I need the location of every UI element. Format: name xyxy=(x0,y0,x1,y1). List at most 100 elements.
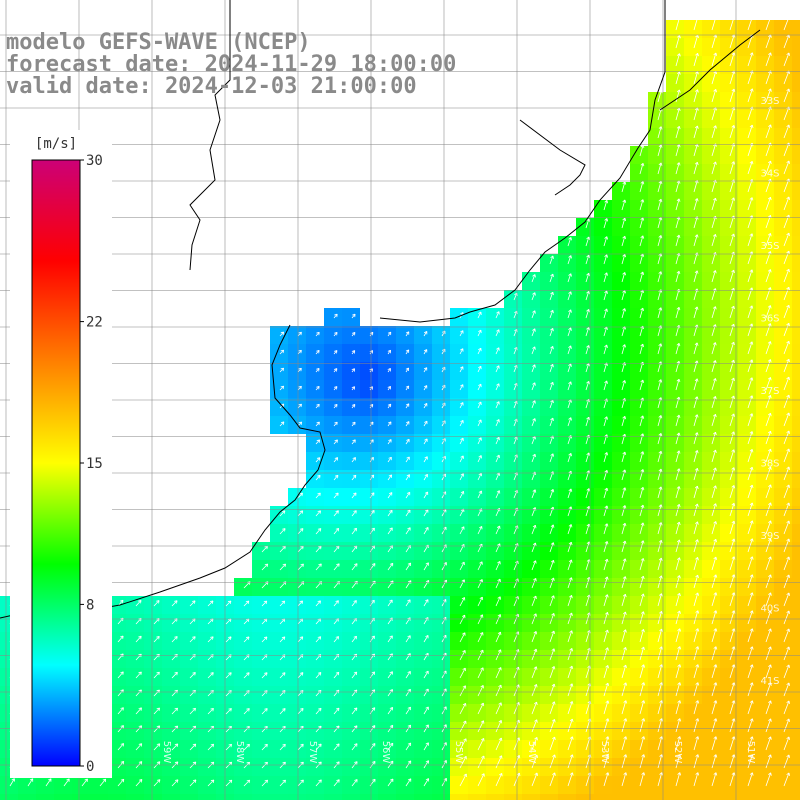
wind-arrow xyxy=(621,611,626,625)
wind-arrow xyxy=(657,628,663,643)
wind-arrow xyxy=(549,630,555,643)
wind-cell xyxy=(792,470,800,488)
wind-arrow-head xyxy=(425,635,429,638)
wind-arrow-head xyxy=(715,179,717,184)
wind-arrow-head xyxy=(713,664,717,667)
wind-cell xyxy=(702,218,720,236)
wind-arrow-head xyxy=(174,707,178,710)
wind-cell xyxy=(270,668,288,686)
wind-cell xyxy=(540,398,558,416)
wind-arrow-head xyxy=(770,628,772,632)
wind-arrow-head xyxy=(604,416,608,419)
wind-cell xyxy=(612,380,630,398)
wind-arrow-head xyxy=(389,653,393,656)
wind-arrow xyxy=(693,772,699,787)
wind-cell xyxy=(648,632,666,650)
wind-arrow-head xyxy=(696,378,699,382)
wind-cell xyxy=(288,326,306,344)
wind-arrow xyxy=(783,484,790,499)
wind-arrow-head xyxy=(694,485,698,489)
wind-cell xyxy=(342,542,360,560)
wind-cell xyxy=(306,668,324,686)
wind-arrow xyxy=(711,467,717,481)
wind-cell xyxy=(504,704,522,722)
wind-arrow-head xyxy=(643,664,645,668)
wind-arrow xyxy=(693,306,698,319)
wind-cell xyxy=(720,128,738,146)
wind-cell xyxy=(540,326,558,344)
wind-cell xyxy=(612,290,630,308)
wind-arrow xyxy=(657,235,662,247)
wind-arrow-head xyxy=(284,546,286,550)
wind-arrow-head xyxy=(770,287,772,291)
wind-arrow xyxy=(333,689,340,697)
wind-arrow-head xyxy=(749,502,753,506)
wind-arrow-head xyxy=(788,160,790,164)
wind-arrow-head xyxy=(533,631,537,634)
wind-cell xyxy=(738,290,756,308)
wind-cell xyxy=(414,380,432,398)
wind-arrow-head xyxy=(553,648,556,652)
wind-arrow xyxy=(783,358,790,373)
wind-cell xyxy=(522,596,540,614)
wind-arrow-head xyxy=(604,558,608,562)
wind-cell xyxy=(720,560,738,578)
wind-arrow-head xyxy=(749,431,753,434)
wind-arrow-head xyxy=(642,181,645,185)
wind-arrow xyxy=(405,580,412,589)
wind-cell xyxy=(648,92,666,110)
wind-cell xyxy=(324,542,342,560)
wind-arrow-head xyxy=(733,125,736,129)
wind-cell xyxy=(558,578,576,596)
wind-arrow xyxy=(657,343,662,355)
wind-arrow-head xyxy=(517,613,520,618)
wind-arrow-head xyxy=(587,665,591,668)
wind-cell xyxy=(360,326,378,344)
wind-arrow-head xyxy=(550,363,554,367)
wind-cell xyxy=(594,452,612,470)
wind-cell xyxy=(792,488,800,506)
wind-cell xyxy=(540,794,558,800)
wind-arrow-head xyxy=(640,162,644,166)
wind-arrow-head xyxy=(371,707,375,710)
wind-cell xyxy=(684,758,702,776)
wind-arrow xyxy=(729,342,735,355)
wind-cell xyxy=(540,272,558,290)
wind-cell xyxy=(468,344,486,362)
wind-cell xyxy=(486,488,504,506)
wind-cell xyxy=(684,218,702,236)
wind-arrow xyxy=(549,666,555,679)
wind-cell xyxy=(774,470,792,488)
wind-arrow xyxy=(495,329,500,337)
wind-arrow-head xyxy=(389,527,393,530)
wind-arrow xyxy=(585,772,591,787)
wind-arrow-head xyxy=(496,383,500,386)
wind-arrow xyxy=(729,233,735,247)
wind-arrow-head xyxy=(770,466,772,470)
wind-cell xyxy=(756,272,774,290)
wind-cell xyxy=(576,452,594,470)
wind-arrow xyxy=(531,754,538,769)
wind-arrow-head xyxy=(767,323,771,326)
wind-arrow-head xyxy=(552,364,554,368)
wind-arrow xyxy=(189,725,196,733)
wind-arrow-head xyxy=(534,274,536,278)
wind-cell xyxy=(666,146,684,164)
wind-arrow-head xyxy=(660,522,663,526)
wind-arrow xyxy=(531,454,536,463)
wind-arrow-head xyxy=(731,377,735,381)
wind-arrow-head xyxy=(731,485,735,488)
wind-arrow xyxy=(585,541,590,553)
wind-cell xyxy=(792,740,800,758)
wind-arrow-head xyxy=(388,492,393,495)
wind-arrow-head xyxy=(660,433,663,437)
wind-arrow xyxy=(531,382,536,391)
wind-arrow xyxy=(585,559,590,571)
wind-cell xyxy=(648,794,666,800)
wind-cell xyxy=(702,326,720,344)
wind-arrow xyxy=(351,545,358,553)
wind-cell xyxy=(162,668,180,686)
wind-cell xyxy=(684,146,702,164)
wind-arrow-head xyxy=(676,342,680,346)
wind-arrow-head xyxy=(156,743,160,745)
